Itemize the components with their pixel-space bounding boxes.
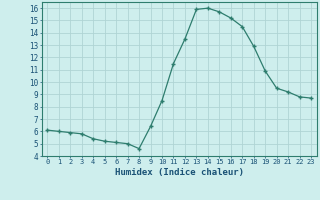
X-axis label: Humidex (Indice chaleur): Humidex (Indice chaleur) xyxy=(115,168,244,177)
